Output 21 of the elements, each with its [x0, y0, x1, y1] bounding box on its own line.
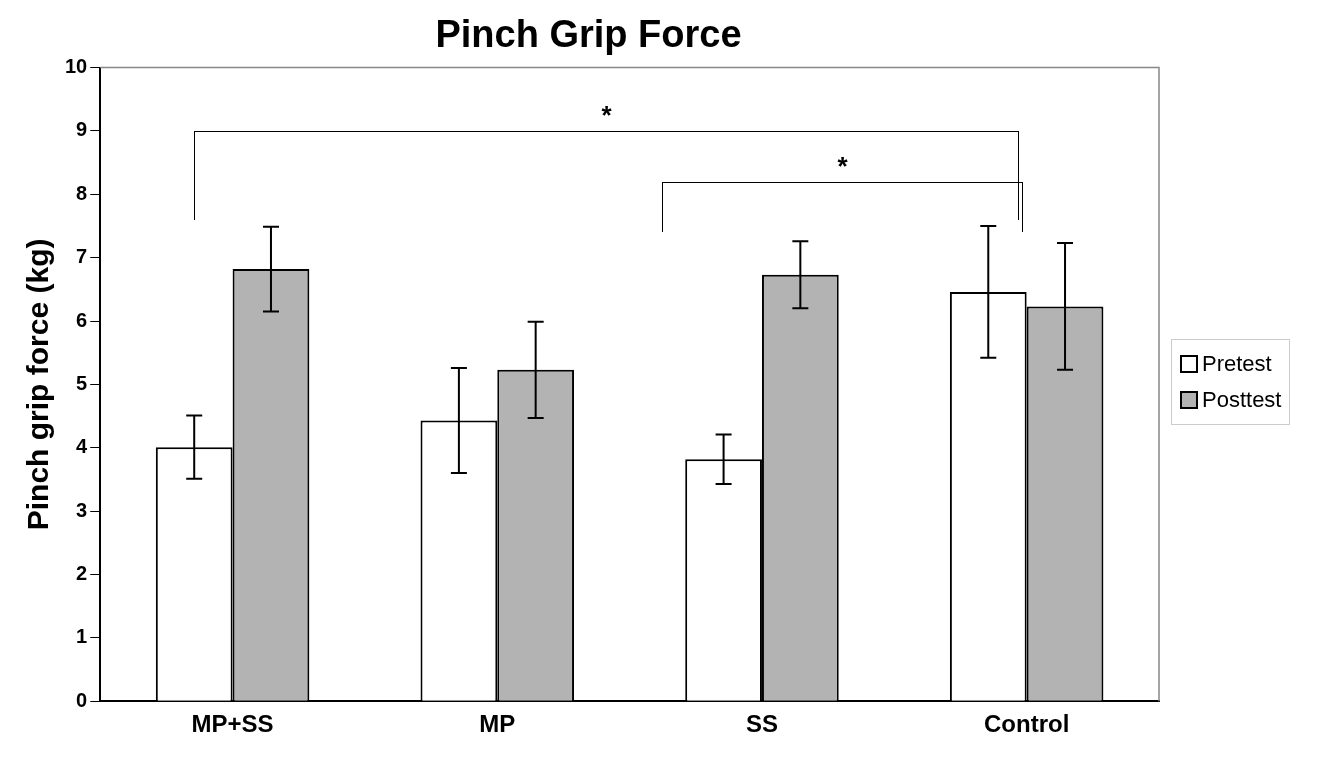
legend-label: Posttest	[1202, 386, 1282, 415]
text: Pretest	[1202, 350, 1272, 379]
x-tick-label: MP+SS	[191, 710, 274, 738]
y-axis-title: Pinch grip force (kg)	[21, 238, 55, 531]
y-tick-label: 1	[76, 625, 88, 648]
y-tick-label: 4	[76, 435, 89, 458]
y-tick-label: 9	[76, 118, 88, 141]
annotation: *	[600, 99, 613, 130]
annotation: *	[836, 150, 849, 181]
y-tick-label: 0	[76, 688, 88, 711]
y-tick-label: 8	[76, 181, 88, 204]
y-tick-label: 10	[65, 55, 88, 78]
y-tick-label: 6	[76, 308, 88, 331]
x-tick-label: Control	[984, 710, 1070, 738]
y-tick-label: 3	[76, 498, 88, 521]
y-tick-label: 2	[76, 562, 88, 584]
x-tick-label: SS	[745, 710, 778, 738]
chart-title: Pinch Grip Force	[435, 13, 742, 56]
y-tick-label: 7	[76, 245, 88, 268]
y-tick-label: 5	[76, 371, 88, 394]
x-tick-label: MP	[479, 710, 516, 738]
